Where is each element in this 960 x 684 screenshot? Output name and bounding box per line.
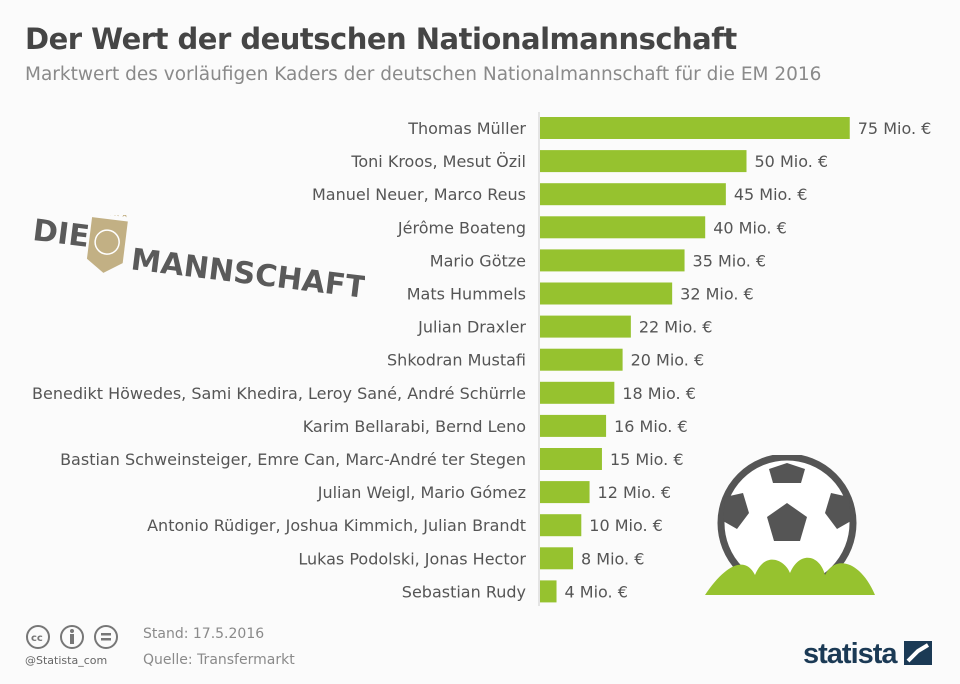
category-label: Shkodran Mustafi [387, 351, 526, 370]
category-label: Lukas Podolski, Jonas Hector [298, 549, 526, 568]
category-label: Julian Weigl, Mario Gómez [317, 483, 526, 502]
category-label: Benedikt Höwedes, Sami Khedira, Leroy Sa… [32, 384, 526, 403]
dfb-badge-icon [86, 217, 128, 273]
value-label: 40 Mio. € [713, 218, 787, 237]
bar [540, 414, 607, 437]
bar [540, 282, 673, 305]
value-label: 8 Mio. € [581, 549, 644, 568]
category-label: Karim Bellarabi, Bernd Leno [303, 417, 526, 436]
chart-subtitle: Marktwert des vorläufigen Kaders der deu… [25, 64, 822, 85]
bar [540, 580, 557, 603]
category-label: Julian Draxler [417, 318, 526, 337]
nd-icon [94, 625, 118, 649]
category-label: Antonio Rüdiger, Joshua Kimmich, Julian … [147, 516, 526, 535]
category-label: Jérôme Boateng [397, 218, 526, 237]
category-label: Sebastian Rudy [402, 582, 526, 601]
value-label: 4 Mio. € [565, 582, 628, 601]
statista-handle: @Statista_com [25, 654, 108, 667]
bar [540, 315, 631, 338]
svg-text:cc: cc [31, 633, 43, 644]
bar [540, 117, 850, 139]
value-label: 20 Mio. € [631, 351, 705, 370]
source-note: Quelle: Transfermarkt [143, 652, 295, 668]
logo-text-die: DIE [31, 215, 91, 255]
grass-icon [705, 557, 875, 595]
bar [540, 249, 685, 272]
bar [540, 381, 615, 404]
category-label: Toni Kroos, Mesut Özil [350, 152, 526, 171]
value-label: 75 Mio. € [858, 119, 932, 138]
value-label: 35 Mio. € [693, 251, 767, 270]
by-icon [60, 625, 84, 649]
bar [540, 547, 574, 570]
date-note: Stand: 17.5.2016 [143, 626, 265, 642]
statista-logo-icon [903, 641, 932, 665]
category-label: Mats Hummels [407, 285, 526, 304]
category-label: Manuel Neuer, Marco Reus [312, 185, 526, 204]
value-label: 50 Mio. € [755, 152, 829, 171]
value-label: 16 Mio. € [614, 417, 688, 436]
bar [540, 481, 590, 504]
license-icons: cc [26, 625, 118, 649]
value-label: 18 Mio. € [622, 384, 696, 403]
category-label: Thomas Müller [407, 119, 526, 138]
soccer-ball-icon [705, 455, 875, 595]
value-label: 22 Mio. € [639, 318, 713, 337]
value-label: 15 Mio. € [610, 450, 684, 469]
bar [540, 183, 726, 206]
value-label: 45 Mio. € [734, 185, 808, 204]
statista-wordmark: statista [803, 638, 898, 670]
cc-icon [26, 625, 50, 649]
value-label: 32 Mio. € [680, 285, 754, 304]
value-label: 12 Mio. € [598, 483, 672, 502]
bar [540, 448, 602, 470]
bar [540, 514, 582, 537]
bar [540, 216, 706, 239]
chart-title: Der Wert der deutschen Nationalmannschaf… [25, 22, 737, 56]
die-mannschaft-logo: DIE ★★★★ MANNSCHAFT [31, 215, 365, 306]
statista-logo[interactable]: statista [803, 638, 932, 671]
category-label: Bastian Schweinsteiger, Emre Can, Marc-A… [60, 450, 526, 469]
bar [540, 150, 747, 173]
category-label: Mario Götze [430, 251, 526, 270]
bar [540, 348, 623, 371]
logo-text-mannschaft: MANNSCHAFT [129, 242, 365, 306]
svg-text:★★★★: ★★★★ [96, 215, 129, 221]
value-label: 10 Mio. € [589, 516, 663, 535]
